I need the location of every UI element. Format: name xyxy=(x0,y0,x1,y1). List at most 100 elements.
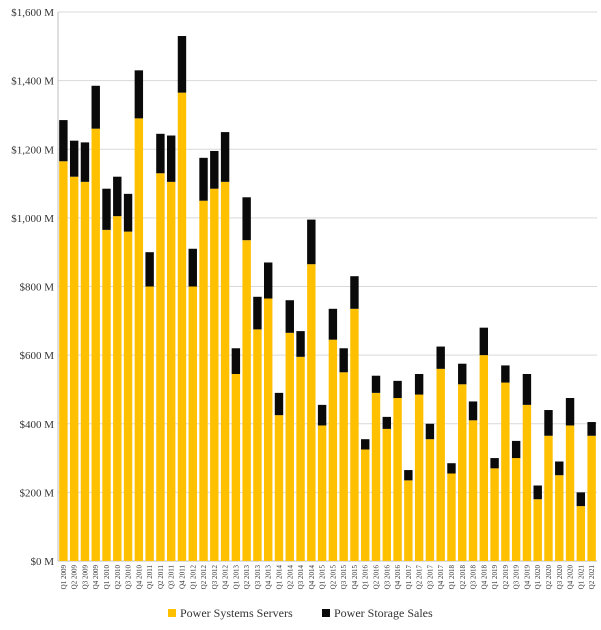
y-tick-label: $1,400 M xyxy=(11,76,54,88)
bar-power-systems-servers xyxy=(339,372,348,561)
bars xyxy=(59,36,596,562)
bar-power-systems-servers xyxy=(177,92,187,562)
bar-power-storage-sales xyxy=(501,365,510,383)
bar-power-storage-sales xyxy=(296,331,305,357)
bar-power-storage-sales xyxy=(522,373,532,405)
x-tick-label: Q1 2010 xyxy=(103,565,111,590)
x-tick-label: Q4 2018 xyxy=(480,565,488,590)
bar-power-storage-sales xyxy=(371,375,381,393)
y-tick-label: $800 M xyxy=(19,282,54,294)
y-tick-label: $1,000 M xyxy=(11,213,54,225)
bar-power-systems-servers xyxy=(274,415,284,561)
bar-power-systems-servers xyxy=(91,128,100,561)
bar-power-systems-servers xyxy=(555,475,564,561)
bar-power-storage-sales xyxy=(231,348,241,374)
bar-power-systems-servers xyxy=(371,392,381,561)
x-tick-label: Q2 2015 xyxy=(329,565,337,590)
x-tick-label: Q4 2009 xyxy=(92,565,100,590)
bar-power-storage-sales xyxy=(188,248,197,287)
bar-power-storage-sales xyxy=(102,188,111,230)
x-tick-label: Q2 2020 xyxy=(545,565,553,590)
bar-power-systems-servers xyxy=(156,173,165,562)
x-tick-label: Q2 2009 xyxy=(71,565,79,590)
bar-power-storage-sales xyxy=(199,157,208,201)
bar-power-storage-sales xyxy=(220,132,230,182)
x-tick-label: Q2 2019 xyxy=(502,565,510,590)
bar-power-systems-servers xyxy=(264,298,273,561)
x-tick-label: Q1 2018 xyxy=(448,565,456,590)
bar-power-storage-sales xyxy=(447,463,456,474)
bar-power-systems-servers xyxy=(102,229,111,561)
bar-power-systems-servers xyxy=(565,425,575,561)
bar-power-systems-servers xyxy=(296,356,305,561)
bar-power-storage-sales xyxy=(404,470,413,481)
x-tick-label: Q1 2017 xyxy=(405,565,413,590)
bar-power-storage-sales xyxy=(69,140,79,177)
x-tick-label: Q4 2017 xyxy=(437,565,445,590)
bar-power-storage-sales xyxy=(458,363,467,385)
bar-power-storage-sales xyxy=(328,308,338,340)
bar-power-storage-sales xyxy=(253,296,262,330)
bar-power-systems-servers xyxy=(242,240,251,561)
x-tick-label: Q1 2019 xyxy=(491,565,499,590)
bar-power-systems-servers xyxy=(414,394,424,561)
bar-power-storage-sales xyxy=(285,300,294,333)
bar-power-storage-sales xyxy=(156,133,165,174)
bar-power-systems-servers xyxy=(231,373,241,561)
x-tick-label: Q3 2019 xyxy=(513,565,521,590)
bar-power-systems-servers xyxy=(436,368,445,561)
x-tick-label: Q4 2020 xyxy=(567,565,575,590)
x-tick-label: Q1 2015 xyxy=(319,565,327,590)
bar-power-storage-sales xyxy=(123,193,133,232)
bar-power-systems-servers xyxy=(533,499,542,561)
x-tick-label: Q2 2017 xyxy=(416,565,424,590)
x-tick-label: Q3 2012 xyxy=(211,565,219,590)
x-tick-label: Q4 2010 xyxy=(135,565,143,590)
y-tick-label: $600 M xyxy=(19,350,54,362)
legend-label-servers: Power Systems Servers xyxy=(180,606,293,620)
bar-power-storage-sales xyxy=(210,150,219,189)
x-tick-label: Q4 2014 xyxy=(308,565,316,590)
bar-power-systems-servers xyxy=(123,231,133,561)
y-tick-label: $200 M xyxy=(19,487,54,499)
bar-power-storage-sales xyxy=(350,276,359,309)
bar-power-systems-servers xyxy=(501,382,510,561)
bar-power-storage-sales xyxy=(436,346,445,369)
bar-power-systems-servers xyxy=(425,439,435,561)
x-tick-label: Q2 2018 xyxy=(459,565,467,590)
bar-power-systems-servers xyxy=(490,468,499,561)
bar-power-storage-sales xyxy=(576,492,586,507)
bar-power-storage-sales xyxy=(264,262,273,299)
legend-label-storage: Power Storage Sales xyxy=(334,606,433,620)
bar-power-systems-servers xyxy=(210,188,219,561)
bar-power-systems-servers xyxy=(113,216,122,562)
x-tick-label: Q1 2016 xyxy=(362,565,370,590)
bar-power-storage-sales xyxy=(555,461,564,476)
bar-power-systems-servers xyxy=(587,435,596,561)
bar-power-storage-sales xyxy=(425,423,435,440)
bar-power-systems-servers xyxy=(199,200,208,561)
bar-power-systems-servers xyxy=(522,404,532,561)
x-tick-label: Q1 2020 xyxy=(534,565,542,590)
legend-swatch-servers xyxy=(168,609,176,617)
x-tick-label: Q3 2017 xyxy=(426,565,434,590)
bar-power-storage-sales xyxy=(587,422,596,436)
bar-power-storage-sales xyxy=(511,440,521,459)
bar-power-storage-sales xyxy=(414,373,424,395)
x-tick-label: Q3 2015 xyxy=(340,565,348,590)
bar-power-systems-servers xyxy=(511,458,521,561)
y-tick-label: $1,600 M xyxy=(11,7,54,19)
bar-power-systems-servers xyxy=(328,339,338,561)
bar-power-storage-sales xyxy=(134,70,144,119)
bar-power-storage-sales xyxy=(59,120,68,162)
bar-power-systems-servers xyxy=(188,286,197,561)
bar-power-storage-sales xyxy=(339,348,348,373)
bar-power-systems-servers xyxy=(134,118,144,562)
bar-power-storage-sales xyxy=(468,401,478,421)
x-tick-label: Q3 2014 xyxy=(297,565,305,590)
x-tick-label: Q4 2019 xyxy=(523,565,531,590)
x-tick-label: Q3 2018 xyxy=(470,565,478,590)
y-axis: $0 M $200 M $400 M $600 M $800 M $1,000 M $1,2… xyxy=(11,7,54,568)
bar-power-systems-servers xyxy=(479,355,489,561)
